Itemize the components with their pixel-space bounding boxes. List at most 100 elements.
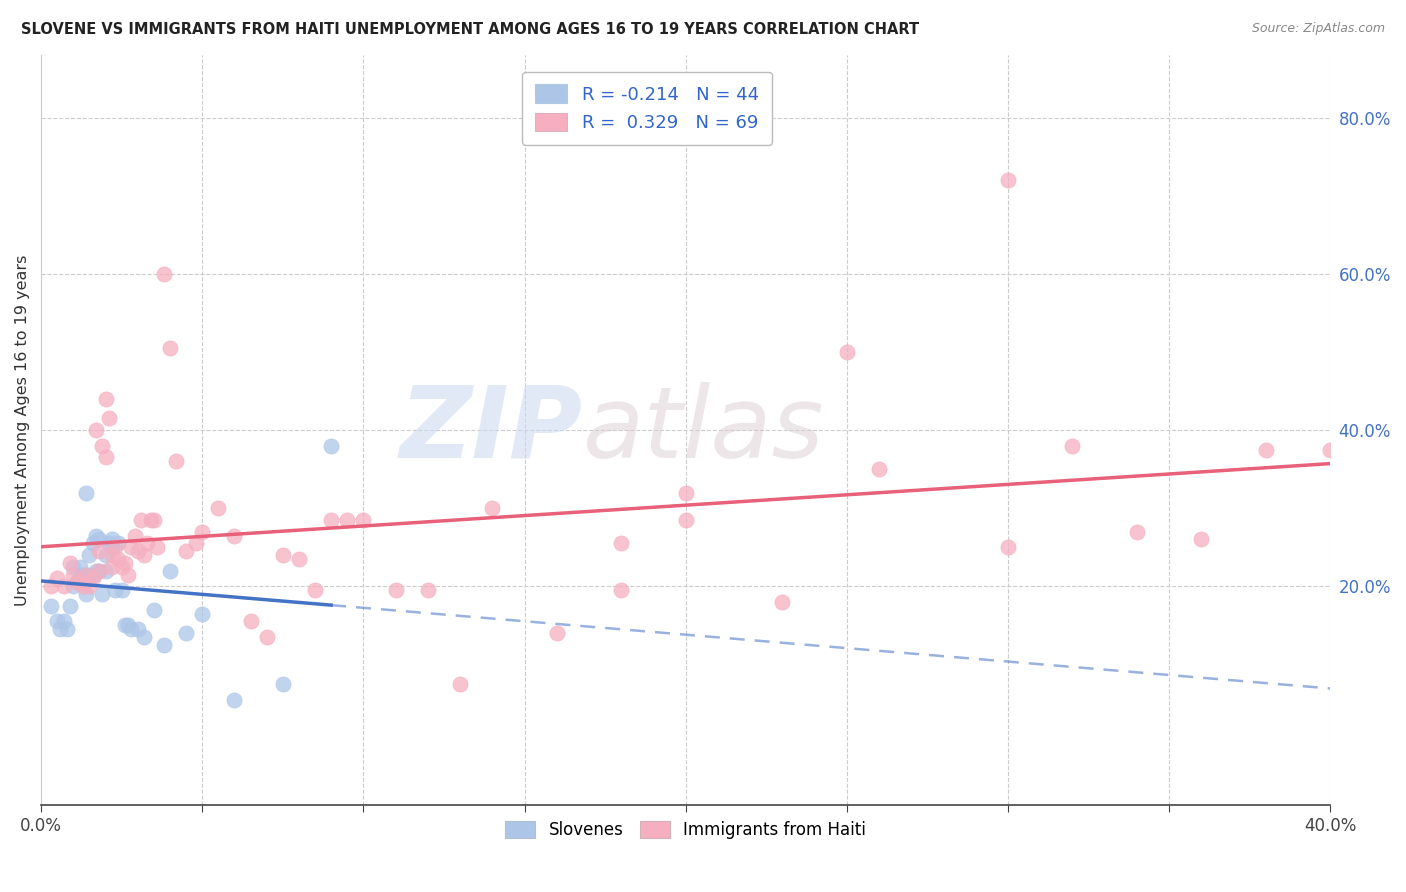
- Point: [174, 626, 197, 640]
- Point: [770, 595, 793, 609]
- Point: [224, 528, 246, 542]
- Point: [84, 528, 107, 542]
- Point: [62, 559, 84, 574]
- Point: [146, 540, 169, 554]
- Point: [127, 622, 149, 636]
- Point: [997, 540, 1019, 554]
- Point: [75, 587, 97, 601]
- Point: [79, 579, 101, 593]
- Point: [94, 548, 117, 562]
- Point: [191, 607, 214, 621]
- Point: [82, 572, 104, 586]
- Point: [159, 564, 181, 578]
- Point: [152, 267, 174, 281]
- Point: [610, 583, 633, 598]
- Point: [52, 579, 75, 593]
- Point: [52, 615, 75, 629]
- Point: [117, 567, 139, 582]
- Point: [46, 615, 69, 629]
- Point: [207, 501, 229, 516]
- Point: [87, 544, 110, 558]
- Point: [101, 548, 124, 562]
- Point: [84, 423, 107, 437]
- Point: [224, 692, 246, 706]
- Point: [91, 439, 114, 453]
- Point: [101, 540, 124, 554]
- Point: [101, 559, 124, 574]
- Point: [124, 528, 146, 542]
- Point: [87, 564, 110, 578]
- Point: [239, 615, 262, 629]
- Point: [72, 567, 94, 582]
- Point: [56, 622, 79, 636]
- Point: [142, 603, 165, 617]
- Point: [1319, 442, 1341, 457]
- Point: [1189, 533, 1212, 547]
- Point: [1062, 439, 1084, 453]
- Point: [65, 575, 87, 590]
- Point: [111, 583, 134, 598]
- Point: [271, 677, 294, 691]
- Point: [1126, 524, 1149, 539]
- Point: [166, 454, 188, 468]
- Point: [997, 173, 1019, 187]
- Point: [321, 439, 343, 453]
- Point: [94, 564, 117, 578]
- Point: [546, 626, 568, 640]
- Point: [65, 575, 87, 590]
- Point: [120, 540, 142, 554]
- Point: [136, 536, 159, 550]
- Point: [59, 556, 82, 570]
- Point: [87, 533, 110, 547]
- Point: [127, 544, 149, 558]
- Point: [184, 536, 207, 550]
- Point: [39, 599, 62, 613]
- Point: [97, 536, 120, 550]
- Point: [271, 548, 294, 562]
- Point: [107, 536, 129, 550]
- Point: [94, 450, 117, 465]
- Y-axis label: Unemployment Among Ages 16 to 19 years: Unemployment Among Ages 16 to 19 years: [15, 254, 30, 606]
- Point: [1254, 442, 1277, 457]
- Point: [94, 392, 117, 406]
- Point: [256, 630, 278, 644]
- Legend: Slovenes, Immigrants from Haiti: Slovenes, Immigrants from Haiti: [499, 814, 873, 846]
- Point: [79, 567, 101, 582]
- Point: [142, 513, 165, 527]
- Point: [675, 485, 697, 500]
- Point: [114, 556, 136, 570]
- Point: [111, 559, 134, 574]
- Point: [97, 411, 120, 425]
- Point: [104, 583, 127, 598]
- Point: [352, 513, 374, 527]
- Point: [120, 622, 142, 636]
- Point: [139, 513, 162, 527]
- Point: [117, 618, 139, 632]
- Point: [134, 630, 156, 644]
- Point: [321, 513, 343, 527]
- Point: [449, 677, 471, 691]
- Point: [416, 583, 439, 598]
- Text: ZIP: ZIP: [399, 382, 582, 479]
- Point: [79, 548, 101, 562]
- Point: [69, 575, 91, 590]
- Point: [384, 583, 406, 598]
- Point: [82, 536, 104, 550]
- Point: [59, 599, 82, 613]
- Point: [107, 552, 129, 566]
- Text: Source: ZipAtlas.com: Source: ZipAtlas.com: [1251, 22, 1385, 36]
- Point: [191, 524, 214, 539]
- Point: [62, 567, 84, 582]
- Point: [46, 572, 69, 586]
- Point: [336, 513, 359, 527]
- Point: [304, 583, 326, 598]
- Text: atlas: atlas: [582, 382, 824, 479]
- Point: [91, 587, 114, 601]
- Point: [69, 559, 91, 574]
- Point: [82, 567, 104, 582]
- Point: [868, 462, 890, 476]
- Point: [72, 579, 94, 593]
- Point: [39, 579, 62, 593]
- Point: [114, 618, 136, 632]
- Point: [174, 544, 197, 558]
